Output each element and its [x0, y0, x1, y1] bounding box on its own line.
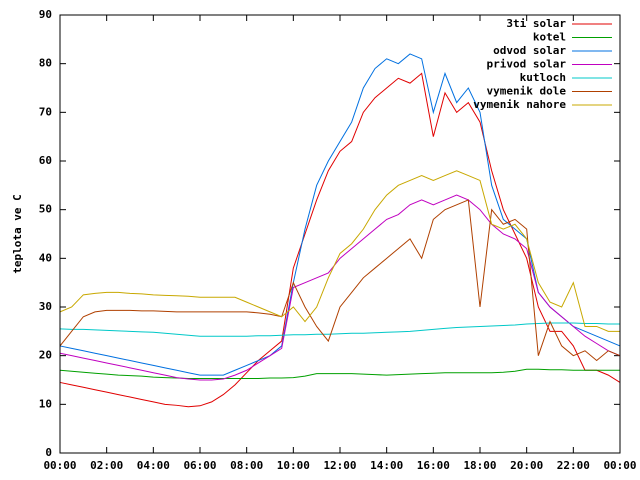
x-tick-label: 20:00 — [510, 459, 543, 472]
x-tick-label: 00:00 — [43, 459, 76, 472]
y-axis-label: teplota ve C — [11, 194, 24, 273]
series-line — [59, 322, 620, 337]
x-tick-label: 10:00 — [277, 459, 310, 472]
x-tick-label: 22:00 — [557, 459, 590, 472]
y-tick-label: 20 — [39, 349, 52, 362]
series-line — [59, 199, 621, 362]
x-tick-label: 18:00 — [463, 459, 496, 472]
x-tick-label: 12:00 — [323, 459, 356, 472]
x-tick-label: 04:00 — [137, 459, 170, 472]
legend-label: vymenik nahore — [473, 98, 566, 111]
x-tick-label: 02:00 — [90, 459, 123, 472]
series-line — [59, 170, 620, 332]
y-tick-label: 30 — [39, 300, 52, 313]
legend-label: privod solar — [487, 58, 567, 71]
y-tick-label: 80 — [39, 57, 52, 70]
y-tick-label: 0 — [45, 446, 52, 459]
legend-label: odvod solar — [493, 44, 566, 57]
x-tick-label: 16:00 — [417, 459, 450, 472]
series-line — [59, 72, 621, 408]
series-line — [59, 368, 620, 380]
y-tick-label: 60 — [39, 154, 52, 167]
x-tick-label: 06:00 — [183, 459, 216, 472]
series-line — [59, 194, 621, 381]
y-tick-label: 70 — [39, 105, 52, 118]
legend-label: 3ti solar — [506, 17, 566, 30]
x-tick-label: 08:00 — [230, 459, 263, 472]
legend-label: vymenik dole — [487, 85, 567, 98]
legend-label: kotel — [533, 31, 566, 44]
x-tick-label: 00:00 — [603, 459, 636, 472]
y-tick-label: 10 — [39, 397, 52, 410]
x-tick-label: 14:00 — [370, 459, 403, 472]
y-tick-label: 90 — [39, 8, 52, 21]
y-tick-label: 50 — [39, 203, 52, 216]
legend-label: kutloch — [520, 71, 566, 84]
plot-frame — [59, 14, 621, 454]
y-tick-label: 40 — [39, 251, 52, 264]
